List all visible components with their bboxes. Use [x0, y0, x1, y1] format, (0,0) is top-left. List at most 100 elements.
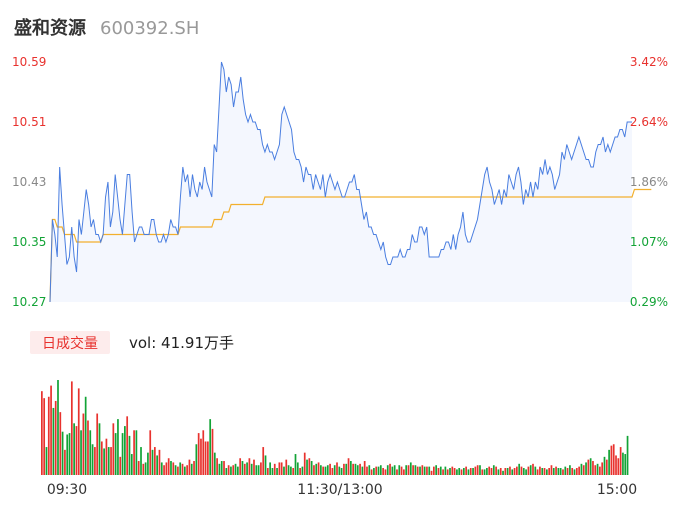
volume-bar [248, 458, 251, 475]
volume-bar [269, 462, 271, 475]
volume-bar [292, 468, 295, 475]
volume-bar [513, 468, 516, 475]
volume-bar [578, 466, 580, 475]
volume-bar [135, 430, 138, 475]
volume-bar [112, 423, 115, 475]
volume-bar [451, 466, 454, 475]
volume-bar [333, 465, 336, 475]
volume-bar [124, 426, 126, 475]
volume-bar [382, 468, 384, 475]
volume-bar [439, 466, 442, 475]
volume-bar [389, 463, 391, 475]
volume-bar [290, 466, 292, 475]
volume-bar [179, 462, 182, 475]
percent-axis: 3.42% 2.64% 1.86% 1.07% 0.29% [630, 55, 668, 309]
volume-bar [156, 455, 158, 475]
volume-bar [624, 454, 627, 475]
volume-bar [488, 466, 491, 475]
volume-bar [368, 465, 371, 475]
volume-bar [340, 468, 343, 475]
volume-bar [594, 465, 597, 475]
volume-bar [197, 433, 200, 475]
volume-bar [349, 461, 352, 475]
volume-bar [260, 462, 262, 475]
price-panel [49, 61, 652, 303]
volume-bar [149, 430, 152, 475]
volume-bar [603, 456, 606, 475]
volume-bar [379, 465, 382, 475]
volume-bar [414, 465, 417, 475]
volume-text: vol: 41.91万手 [129, 334, 234, 352]
volume-bar [271, 468, 274, 475]
volume-bar [114, 433, 117, 475]
volume-bar [84, 396, 87, 475]
volume-bar [509, 466, 511, 475]
volume-bar [465, 466, 467, 475]
volume-bar [68, 433, 71, 475]
average-price-line [49, 188, 652, 303]
volume-bar [612, 444, 615, 475]
volume-bar [543, 468, 546, 475]
volume-bar [423, 466, 426, 475]
volume-bar [384, 469, 387, 475]
volume-bar [262, 447, 265, 475]
volume-bar [237, 466, 239, 475]
volume-bar [532, 463, 534, 475]
percent-tick-label: 3.42% [630, 55, 668, 69]
volume-bar [483, 469, 486, 475]
volume-bar [167, 458, 170, 475]
volume-bar [278, 462, 281, 475]
volume-bar [266, 468, 269, 475]
volume-bar [218, 463, 221, 475]
volume-bar [347, 458, 350, 475]
volume-bar [239, 458, 242, 475]
volume-bar [499, 468, 502, 475]
volume-bar [276, 468, 278, 475]
volume-bar [70, 381, 73, 475]
volume-bar [121, 433, 124, 475]
price-tick-label: 10.43 [12, 175, 46, 189]
volume-bar [50, 385, 52, 475]
volume-bar [294, 454, 297, 475]
percent-tick-label: 1.07% [630, 235, 668, 249]
volume-bar [585, 462, 587, 475]
volume-bar [296, 462, 299, 475]
volume-bar [504, 468, 507, 475]
volume-bar [317, 462, 320, 475]
volume-bar [458, 468, 461, 475]
volume-bar [147, 452, 149, 475]
volume-bar [230, 466, 232, 475]
volume-bar [107, 447, 110, 475]
volume-bar [308, 458, 311, 475]
volume-bar [73, 423, 75, 475]
percent-tick-label: 0.29% [630, 295, 668, 309]
volume-bar [469, 468, 472, 475]
volume-bar [331, 468, 334, 475]
volume-bar [158, 449, 161, 475]
volume-bar [479, 465, 481, 475]
volume-bar [476, 465, 479, 475]
volume-bar [257, 465, 260, 475]
volume-bar [57, 380, 59, 475]
volume-bar [207, 441, 209, 475]
volume-bar [299, 468, 301, 475]
volume-bar [405, 465, 408, 475]
volume-bar [522, 468, 525, 475]
volume-bar [322, 466, 325, 475]
volume-bar [283, 466, 285, 475]
volume-bar [359, 463, 361, 475]
volume-bar [243, 463, 246, 475]
volume-bar [619, 447, 622, 475]
volume-bar [430, 470, 433, 475]
chart-header: 盛和资源 600392.SH [14, 14, 199, 39]
volume-bar [163, 465, 165, 475]
volume-bar [377, 466, 380, 475]
volume-bar [492, 465, 495, 475]
volume-bar [566, 468, 569, 475]
volume-bar [80, 430, 82, 475]
volume-bar [587, 459, 590, 475]
volume-bar [200, 438, 202, 475]
volume-bar [343, 463, 345, 475]
volume-bar [495, 466, 497, 475]
